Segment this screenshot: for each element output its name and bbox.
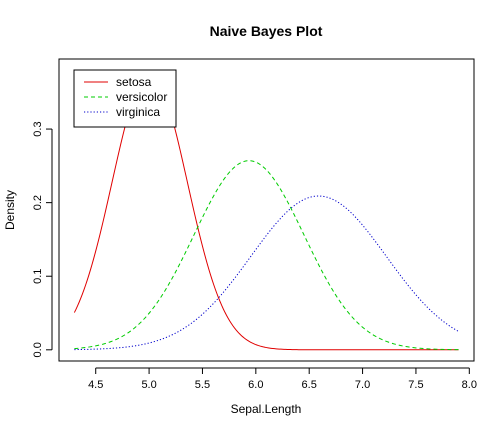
x-tick-label: 8.0 (462, 379, 477, 391)
y-tick-label: 0.0 (32, 342, 44, 357)
series-line-versicolor (74, 160, 459, 351)
legend-label-versicolor: versicolor (116, 90, 167, 104)
legend-label-virginica: virginica (116, 105, 160, 119)
y-tick-label: 0.1 (32, 269, 44, 284)
x-tick-label: 7.0 (355, 379, 370, 391)
x-axis: 4.5 5.0 5.5 6.0 6.5 7.0 7.5 8.0 (88, 367, 477, 391)
plot-frame (58, 58, 475, 362)
legend-box (73, 69, 177, 128)
y-axis: 0.0 0.1 0.2 0.3 (32, 121, 53, 357)
y-tick-label: 0.3 (32, 121, 44, 136)
x-tick-label: 7.5 (408, 379, 423, 391)
x-tick-label: 5.0 (141, 379, 156, 391)
x-tick-label: 6.5 (302, 379, 317, 391)
chart-title: Naive Bayes Plot (210, 23, 323, 39)
y-tick-label: 0.2 (32, 195, 44, 210)
x-tick-label: 4.5 (88, 379, 103, 391)
series-line-virginica (74, 195, 459, 351)
x-tick-label: 5.5 (195, 379, 210, 391)
x-tick-label: 6.0 (248, 379, 263, 391)
x-axis-label: Sepal.Length (231, 402, 302, 416)
legend-label-setosa: setosa (116, 75, 152, 89)
y-axis-label: Density (3, 190, 17, 230)
